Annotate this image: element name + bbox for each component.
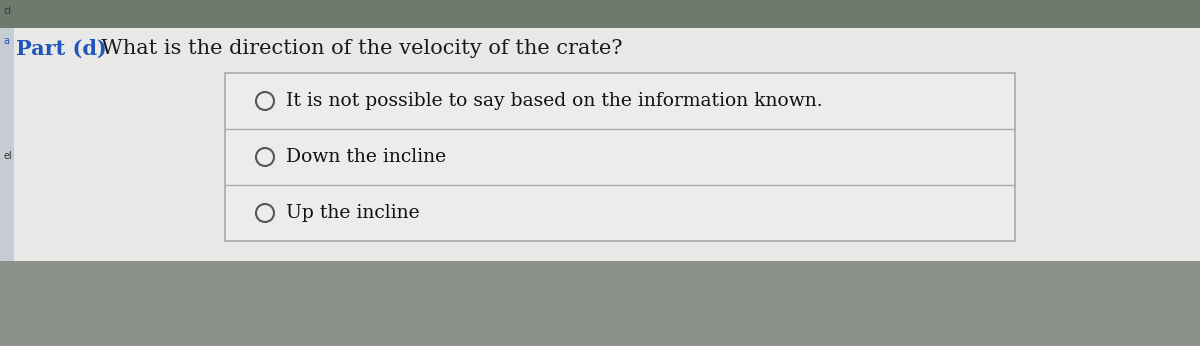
Bar (0, 261, 1200, 346)
Text: What is the direction of the velocity of the crate?: What is the direction of the velocity of… (88, 39, 623, 58)
Text: Up the incline: Up the incline (286, 204, 420, 222)
Bar (0, 0, 1200, 28)
Text: el: el (2, 151, 12, 161)
Bar (0, 28, 1200, 261)
Text: a: a (2, 36, 10, 46)
Text: Down the incline: Down the incline (286, 148, 446, 166)
Text: cl: cl (2, 6, 11, 16)
Text: Part (d): Part (d) (16, 39, 107, 59)
Text: It is not possible to say based on the information known.: It is not possible to say based on the i… (286, 92, 823, 110)
FancyBboxPatch shape (226, 73, 1015, 241)
Bar (0, 28, 14, 261)
